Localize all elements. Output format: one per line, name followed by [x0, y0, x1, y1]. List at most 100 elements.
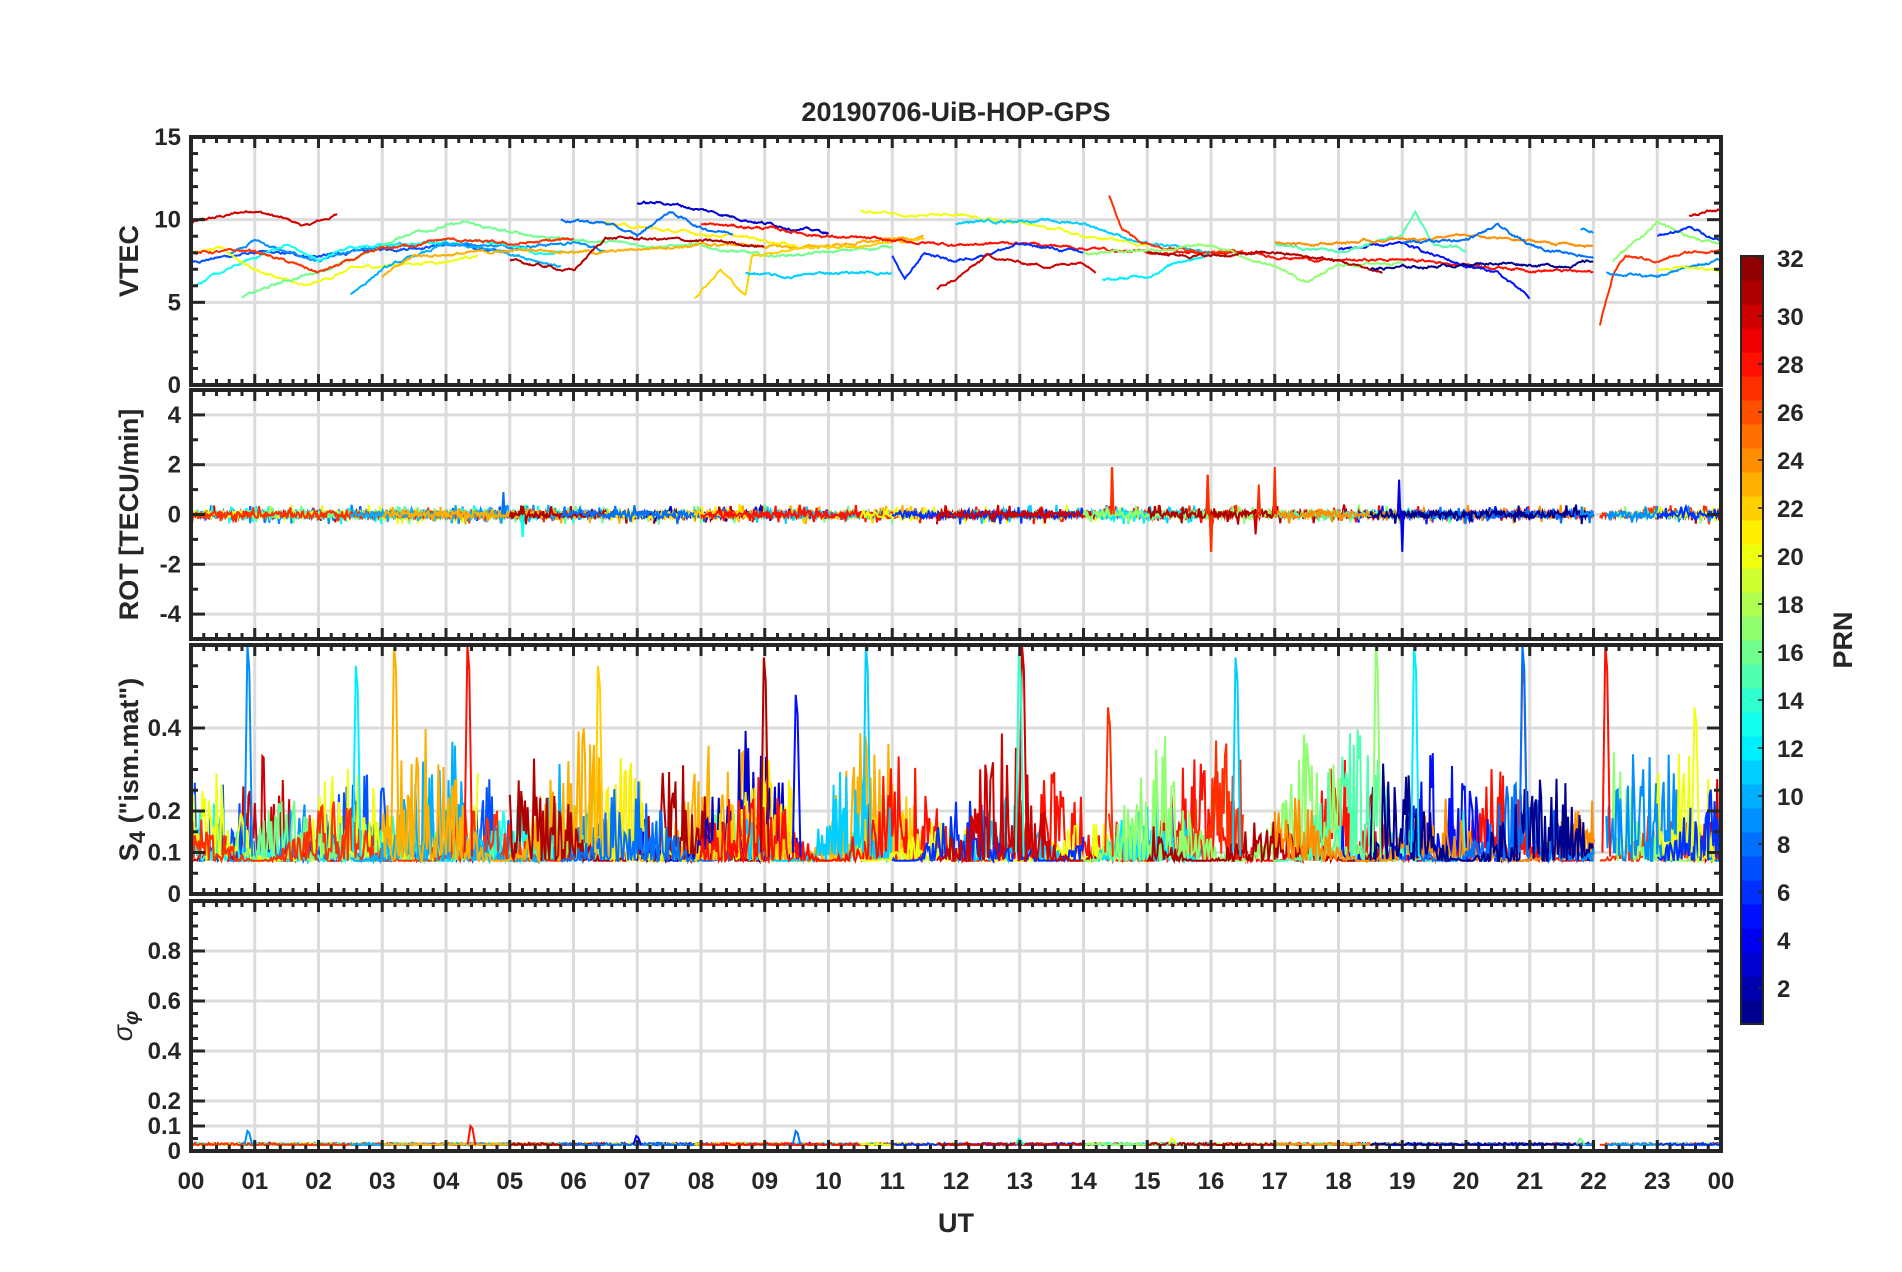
vtec-line-prn-8: [1401, 222, 1595, 259]
vtec-line-prn-1: [1369, 259, 1594, 271]
colorbar-tick-label: 8: [1777, 832, 1790, 859]
vtec-line-prn-9: [1606, 257, 1721, 279]
y-tick-label: 5: [168, 289, 181, 316]
x-tick-label: 18: [1325, 1168, 1352, 1195]
x-tick-label: 00: [1708, 1168, 1735, 1195]
y-tick-label: 0.6: [148, 988, 181, 1015]
vtec-line-prn-20: [1656, 265, 1721, 273]
y-tick-label: 2: [168, 452, 181, 479]
colorbar-segment-prn-6: [1741, 880, 1763, 905]
s4-peak-prn-23: [390, 645, 400, 857]
y-axis-label: S4 ("ism.mat"): [114, 678, 150, 861]
y-axis-label: ROT [TECU/min]: [114, 409, 144, 620]
colorbar-segment-prn-10: [1741, 784, 1763, 809]
colorbar-segment-prn-30: [1741, 304, 1763, 329]
chart-title: 20190706-UiB-HOP-GPS: [801, 97, 1110, 127]
s4-line-prn-6: [1656, 789, 1721, 864]
y-tick-label: 0.1: [148, 1113, 181, 1140]
rot-spike-prn-4: [1396, 479, 1402, 515]
s4-peak-prn-11: [861, 645, 872, 857]
colorbar-tick-label: 16: [1777, 640, 1804, 667]
s4-peak-prn-17: [1371, 645, 1382, 857]
s4-peak-prn-8: [1518, 645, 1529, 857]
s4-peak-prn-12: [1410, 645, 1420, 857]
s4-peak-prn-28: [463, 645, 474, 857]
rot-spike-prn-30: [1253, 514, 1258, 535]
rot-line-prn-31: [1147, 504, 1384, 525]
colorbar-segment-prn-11: [1741, 760, 1763, 785]
x-tick-label: 21: [1516, 1168, 1543, 1195]
colorbar-tick-label: 10: [1777, 784, 1804, 811]
vtec-line-prn-10: [349, 241, 562, 296]
panel-sigma_phi: 00.10.2 0.4 0.6 0.8 σφ: [108, 899, 1723, 1165]
y-label-subscript: 4: [125, 830, 150, 843]
vtec-line-prn-24: [1274, 232, 1594, 248]
y-tick-label: 15: [154, 124, 181, 151]
vtec-line-prn-15: [1274, 209, 1467, 254]
x-tick-label: 20: [1453, 1168, 1480, 1195]
data-lines: [191, 195, 1721, 326]
colorbar-segment-prn-1: [1741, 1000, 1763, 1025]
s4-line-prn-12: [1101, 820, 1212, 865]
vtec-line-prn-20: [191, 245, 479, 287]
sigma-phi-line-prn-1: [1370, 1141, 1594, 1147]
x-tick-label: 14: [1070, 1168, 1097, 1195]
x-tick-label: 03: [369, 1168, 396, 1195]
colorbar-segment-prn-24: [1741, 448, 1763, 473]
s4-peak-prn-5: [791, 694, 802, 857]
vtec-line-prn-30: [936, 252, 1097, 291]
sigma-phi-line-prn-9: [1580, 1142, 1594, 1147]
sigma-phi-peak-prn-9: [243, 1128, 254, 1146]
colorbar-segment-prn-26: [1741, 400, 1763, 425]
x-tick-label: 13: [1006, 1168, 1033, 1195]
vtec-line-prn-21: [604, 220, 798, 247]
vtec-line-prn-8: [560, 210, 734, 238]
colorbar-segment-prn-20: [1741, 544, 1763, 569]
y-tick-label: 0.8: [148, 938, 181, 965]
sigma-phi-peak-prn-16: [1575, 1137, 1586, 1146]
x-tick-label: 16: [1198, 1168, 1225, 1195]
y-tick-label: 0: [168, 881, 181, 908]
colorbar-tick-label: 24: [1777, 448, 1804, 475]
y-label-main: σ: [108, 1023, 138, 1041]
y-tick-label: 0.1: [148, 840, 181, 867]
x-axis-label: UT: [938, 1208, 974, 1238]
data-lines: [191, 467, 1721, 552]
colorbar-tick-label: 32: [1777, 246, 1804, 273]
x-tick-label: 08: [688, 1168, 715, 1195]
sigma-phi-peak-prn-14: [1014, 1137, 1025, 1146]
axes-box: [189, 135, 1723, 387]
y-axis-label: σφ: [108, 1011, 143, 1041]
colorbar-segment-prn-22: [1741, 496, 1763, 521]
s4-peak-prn-22: [594, 665, 604, 857]
axes-box: [189, 643, 1723, 896]
y-tick-label: -2: [160, 551, 181, 578]
colorbar-segment-prn-8: [1741, 832, 1763, 857]
x-tick-label: 07: [624, 1168, 651, 1195]
y-tick-label: 0.4: [148, 715, 182, 742]
vtec-line-prn-27: [1598, 249, 1721, 326]
x-tick-label: 12: [943, 1168, 970, 1195]
colorbar-label: PRN: [1828, 611, 1858, 668]
y-tick-label: 0: [168, 502, 181, 529]
x-tick-label: 02: [305, 1168, 332, 1195]
rot-spike-prn-27: [1272, 467, 1277, 515]
colorbar-segment-prn-19: [1741, 568, 1763, 593]
colorbar-segment-prn-4: [1741, 928, 1763, 953]
colorbar-tick-label: 2: [1777, 976, 1790, 1003]
y-tick-label: 4: [168, 402, 182, 429]
colorbar-tick-label: 14: [1777, 688, 1804, 715]
colorbar-tick-label: 22: [1777, 496, 1804, 523]
colorbar-segment-prn-7: [1741, 856, 1763, 881]
colorbar-frame: [1740, 255, 1764, 1025]
y-tick-label: 0: [168, 372, 181, 399]
rot-line-prn-1: [1369, 504, 1595, 525]
colorbar-segment-prn-15: [1741, 664, 1763, 689]
vtec-line-prn-9: [1580, 227, 1594, 234]
y-label-subscript: φ: [121, 1011, 143, 1025]
colorbar-segment-prn-13: [1741, 712, 1763, 737]
y-axis-label: VTEC: [114, 225, 144, 297]
colorbar-segment-prn-32: [1741, 256, 1763, 281]
colorbar-segment-prn-2: [1741, 976, 1763, 1001]
panel-rot: -4 -2 0 2 4 ROT [TECU/min]: [114, 388, 1723, 641]
